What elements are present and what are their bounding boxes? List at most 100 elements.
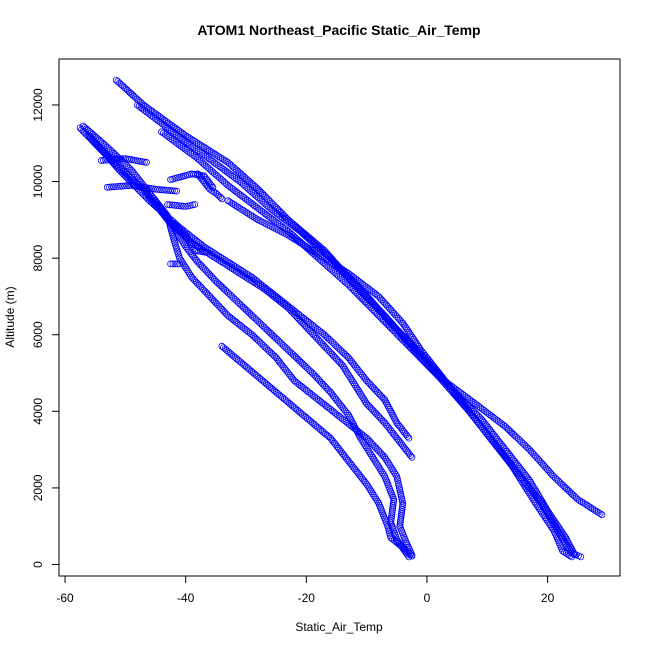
data-point (370, 492, 378, 500)
data-point (220, 256, 228, 264)
data-point (561, 538, 568, 545)
data-point (369, 453, 377, 461)
data-point (104, 156, 112, 164)
data-point (592, 507, 600, 515)
y-tick-label: 12000 (31, 88, 45, 122)
data-point (127, 181, 135, 189)
data-point (211, 150, 219, 158)
data-point (173, 202, 181, 209)
data-point (245, 210, 253, 218)
data-point (288, 234, 296, 242)
data-point (186, 239, 194, 247)
data-point (121, 182, 129, 190)
data-point (378, 469, 386, 477)
data-point (200, 143, 208, 151)
data-point (241, 269, 249, 277)
data-point (226, 259, 234, 267)
data-point (182, 202, 190, 210)
data-point (224, 197, 232, 205)
data-point (237, 205, 245, 213)
data-point (365, 484, 373, 492)
data-point (517, 476, 524, 483)
data-point (568, 553, 576, 561)
data-point (366, 486, 374, 494)
data-point (382, 398, 390, 406)
data-point (533, 501, 541, 509)
data-point (561, 532, 568, 540)
data-point (411, 337, 419, 345)
data-point (235, 204, 243, 212)
data-point (406, 551, 414, 558)
data-point (171, 187, 178, 195)
data-point (359, 438, 367, 446)
data-point (108, 183, 115, 191)
data-point (100, 156, 107, 164)
data-point (217, 253, 224, 261)
data-point (564, 551, 572, 558)
data-point (173, 260, 181, 268)
data-point (228, 199, 236, 207)
data-point (527, 492, 535, 500)
data-point (166, 218, 174, 226)
data-point (143, 158, 150, 166)
data-point (125, 182, 133, 190)
data-point (170, 201, 178, 209)
data-point (165, 216, 173, 224)
data-point (134, 182, 142, 190)
data-point (103, 183, 111, 191)
data-point (521, 483, 529, 491)
y-tick-label: 2000 (31, 474, 45, 501)
data-point (528, 494, 536, 502)
data-point (380, 471, 387, 478)
data-point (589, 505, 596, 513)
data-point (596, 510, 604, 517)
data-point (158, 206, 165, 214)
data-point (209, 183, 217, 191)
x-tick-label: -20 (298, 591, 316, 605)
y-axis-title: Altitude (m) (3, 286, 17, 347)
data-point (191, 201, 199, 208)
data-point (331, 261, 339, 269)
data-point (143, 184, 151, 192)
data-point (154, 200, 162, 208)
data-point (407, 452, 414, 460)
data-point (376, 465, 384, 473)
data-point (343, 369, 351, 377)
data-point (202, 144, 210, 152)
data-point (366, 450, 374, 457)
data-point (531, 486, 539, 494)
data-point (341, 365, 349, 373)
data-point (164, 201, 172, 208)
data-point (203, 248, 211, 256)
data-point (187, 241, 195, 249)
data-point (578, 498, 585, 506)
data-point (358, 436, 366, 444)
data-point (535, 505, 543, 513)
y-tick-label: 6000 (31, 321, 45, 348)
data-point (374, 497, 381, 505)
data-point (231, 202, 239, 209)
data-point (179, 202, 187, 210)
data-point (185, 237, 193, 245)
data-point (115, 155, 123, 163)
data-point (530, 484, 538, 492)
data-point (177, 235, 185, 243)
data-point (512, 468, 520, 476)
data-point (540, 501, 548, 509)
data-point (415, 343, 422, 350)
data-point (357, 434, 365, 442)
data-point (531, 497, 538, 505)
data-point (106, 156, 114, 164)
data-point (233, 203, 241, 211)
data-point (585, 503, 593, 510)
data-point (222, 257, 230, 265)
data-point (520, 481, 528, 489)
data-point (343, 409, 351, 417)
data-point (106, 183, 113, 191)
data-point (177, 202, 185, 210)
data-points (76, 76, 606, 561)
data-point (132, 182, 140, 190)
data-point (514, 472, 522, 480)
x-axis: -60 -40 -20 0 20 (56, 575, 555, 605)
data-point (583, 501, 591, 509)
